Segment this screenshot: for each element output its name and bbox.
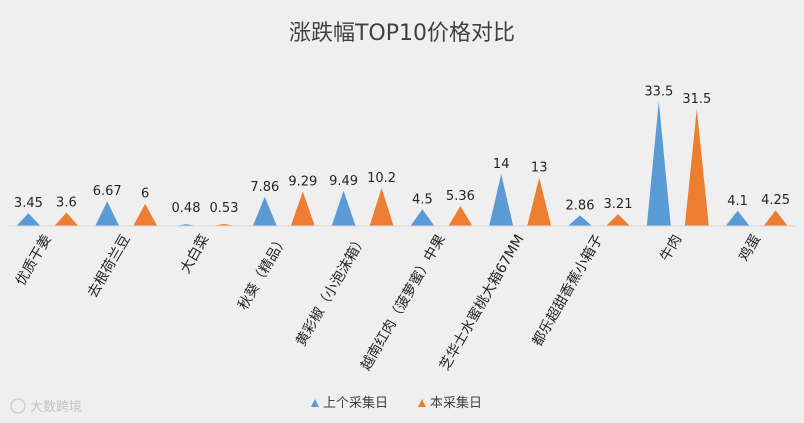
data-label-series1-7: 14 bbox=[493, 157, 510, 172]
legend-label-series1: 上个采集日 bbox=[323, 395, 388, 411]
data-label-series2-3: 0.53 bbox=[210, 201, 239, 216]
data-label-series2-10: 4.25 bbox=[761, 193, 790, 208]
watermark: 大数跨境 bbox=[10, 398, 82, 415]
mark-series1-6 bbox=[410, 209, 435, 226]
category-label-3: 大白菜 bbox=[178, 232, 213, 276]
mark-series1-1 bbox=[16, 213, 41, 226]
watermark-text: 大数跨境 bbox=[30, 400, 82, 415]
data-label-series1-5: 9.49 bbox=[329, 174, 358, 189]
watermark-logo-icon bbox=[10, 398, 26, 414]
mark-series2-6 bbox=[448, 206, 473, 226]
mark-series2-7 bbox=[527, 177, 552, 226]
data-label-series1-9: 33.5 bbox=[644, 85, 673, 100]
category-label-9: 牛肉 bbox=[657, 232, 685, 264]
mark-series1-2 bbox=[95, 201, 120, 226]
mark-series2-8 bbox=[606, 214, 630, 226]
data-label-series2-2: 6 bbox=[141, 187, 149, 202]
legend-label-series2: 本采集日 bbox=[430, 395, 482, 411]
category-label-4: 秋葵（精品） bbox=[235, 232, 291, 313]
mark-series2-9 bbox=[684, 109, 709, 226]
category-label-2: 去根荷兰豆 bbox=[85, 232, 134, 301]
mark-series1-9 bbox=[646, 101, 671, 226]
data-label-series1-8: 2.86 bbox=[566, 198, 595, 213]
data-label-series1-4: 7.86 bbox=[250, 180, 279, 195]
category-label-6: 越南红肉（菠萝蜜）中果 bbox=[358, 232, 449, 373]
data-label-series2-9: 31.5 bbox=[682, 92, 711, 107]
mark-series2-10 bbox=[763, 210, 788, 226]
data-label-series1-2: 6.67 bbox=[93, 184, 122, 199]
legend-marker-series1 bbox=[311, 399, 319, 407]
mark-series1-7 bbox=[489, 174, 514, 226]
legend: 上个采集日 本采集日 bbox=[311, 395, 482, 411]
mark-series2-5 bbox=[369, 188, 394, 226]
data-label-series1-3: 0.48 bbox=[172, 201, 201, 216]
data-label-series2-7: 13 bbox=[531, 161, 548, 176]
category-label-1: 优质干姜 bbox=[13, 232, 55, 288]
mark-series1-4 bbox=[252, 196, 277, 226]
data-label-series2-4: 9.29 bbox=[288, 174, 317, 189]
mark-series1-10 bbox=[725, 210, 750, 226]
mark-series2-4 bbox=[290, 191, 315, 226]
data-label-series2-1: 3.6 bbox=[56, 196, 77, 211]
category-label-5: 黄彩椒（小泡沫箱） bbox=[292, 232, 370, 350]
mark-series1-5 bbox=[331, 190, 356, 226]
legend-marker-series2 bbox=[418, 399, 426, 407]
mark-series2-1 bbox=[54, 212, 79, 226]
data-label-series2-8: 3.21 bbox=[604, 197, 633, 212]
chart-title: 涨跌幅TOP10价格对比 bbox=[289, 21, 515, 46]
category-label-10: 鸡蛋 bbox=[735, 232, 764, 265]
data-label-series1-1: 3.45 bbox=[14, 196, 43, 211]
mark-series1-8 bbox=[568, 215, 592, 226]
data-label-series1-10: 4.1 bbox=[727, 194, 748, 209]
mark-series2-2 bbox=[133, 203, 158, 226]
category-label-8: 都乐超甜香蕉小箱子 bbox=[530, 232, 607, 349]
category-label-7: 芝华士水蜜桃大箱67MM bbox=[437, 232, 528, 373]
data-label-series2-5: 10.2 bbox=[367, 171, 396, 186]
data-label-series1-6: 4.5 bbox=[412, 192, 433, 207]
data-label-series2-6: 5.36 bbox=[446, 189, 475, 204]
